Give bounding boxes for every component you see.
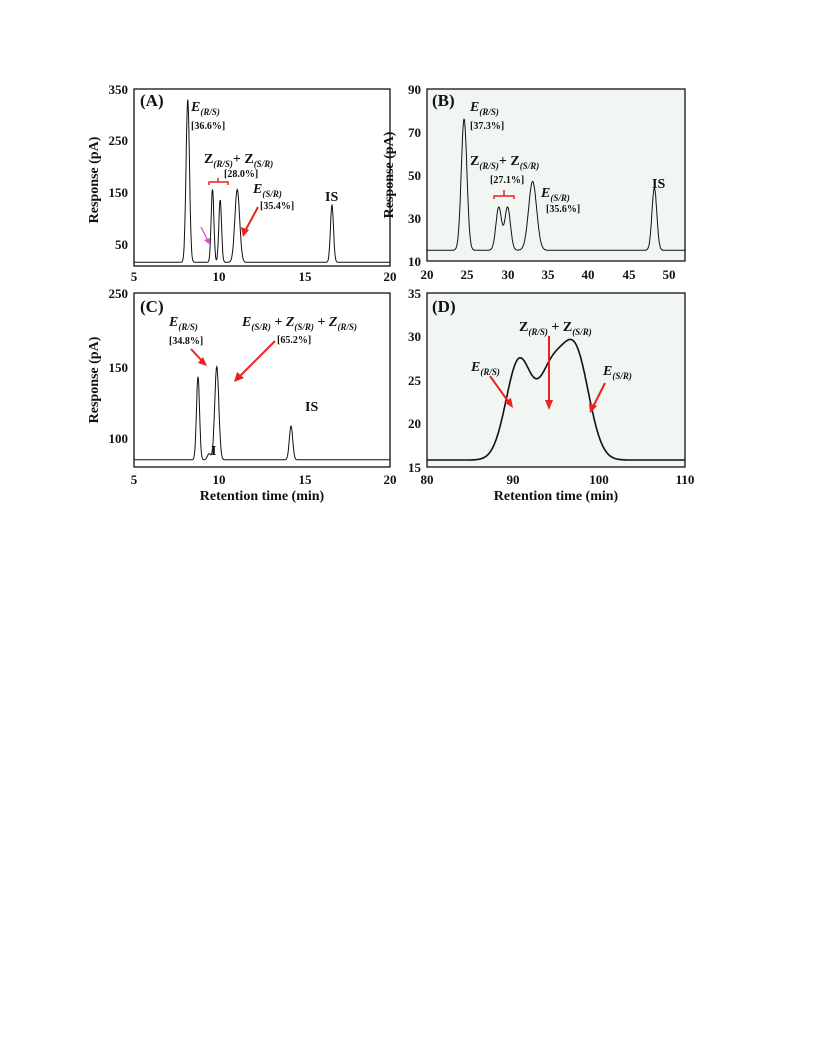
panel-c-arrowhead-e-rs [198, 357, 207, 366]
panel-c-xlabel: Retention time (min) [200, 489, 325, 504]
panel-a-xtick: 15 [299, 269, 313, 284]
panel-a-plot-bg [134, 89, 390, 266]
panel-b-trace [427, 118, 685, 251]
panel-d-xtick: 90 [507, 472, 520, 487]
panel-b-xtick: 30 [502, 267, 515, 282]
panel-d: (D) 35 30 25 20 15 80 90 100 110 Retenti… [408, 286, 694, 504]
panel-d-xlabel: Retention time (min) [494, 489, 619, 504]
panel-a-ytick: 150 [109, 185, 129, 200]
panel-a-ylabel: Response (pA) [87, 136, 102, 223]
panel-b-label: (B) [432, 91, 455, 110]
panel-d-ytick: 25 [408, 373, 422, 388]
panel-c-ann-is: IS [305, 400, 318, 415]
panel-a-arrowhead-e-sr [241, 227, 249, 237]
panel-b-xtick: 35 [542, 267, 556, 282]
panel-a-pct-e-sr: [35.4%] [260, 201, 294, 212]
panel-d-arrow-e-rs [489, 375, 511, 405]
panel-b-ytick: 30 [408, 211, 421, 226]
panel-a-ytick: 250 [109, 133, 129, 148]
panel-d-frame [426, 292, 686, 468]
panel-d-ytick: 30 [408, 329, 421, 344]
panel-b-ylabel: Response (pA) [382, 131, 397, 218]
panel-b-xtick: 25 [461, 267, 475, 282]
panel-b-plot-bg [427, 89, 685, 261]
panel-c-ytick: 100 [109, 431, 129, 446]
panel-b-ann-z: Z(R/S)+ Z(S/R) [470, 154, 539, 171]
panel-c-pct-mix: [65.2%] [277, 335, 311, 346]
panel-a-ann-z: Z(R/S)+ Z(S/R) [204, 152, 273, 169]
panel-b-ann-is: IS [652, 177, 665, 192]
panel-d-plot-bg [427, 293, 685, 467]
panel-b-pct-e-rs: [37.3%] [470, 121, 504, 132]
panel-a: (A) 350 250 150 50 5 10 15 20 Response (… [87, 82, 397, 284]
panel-d-arrowhead-z [545, 400, 553, 410]
panel-c-label: (C) [140, 297, 164, 316]
panel-c-arrow-mix [238, 340, 276, 378]
panel-b-xtick: 45 [623, 267, 637, 282]
panel-d-xtick: 110 [676, 472, 695, 487]
panel-b-bracket [493, 190, 515, 199]
panel-a-xtick: 5 [131, 269, 138, 284]
panel-d-ann-e-rs: E(R/S) [470, 360, 500, 377]
panel-d-arrowhead-e-rs [504, 398, 513, 408]
panel-c: (C) 250 150 100 5 10 15 20 Retention tim… [87, 286, 397, 504]
panel-c-ann-i: I [211, 444, 216, 459]
panel-a-bracket [208, 178, 229, 185]
panel-d-trace [427, 338, 685, 461]
panel-a-xtick: 10 [213, 269, 226, 284]
panel-b-ytick: 50 [408, 168, 421, 183]
panel-b-ann-e-rs: E(R/S) [469, 100, 499, 117]
panel-d-label: (D) [432, 297, 456, 316]
panel-a-xtick: 20 [384, 269, 397, 284]
panel-b-ytick: 10 [408, 254, 421, 269]
panel-d-xtick: 100 [589, 472, 609, 487]
panel-c-xtick: 5 [131, 472, 138, 487]
panel-a-ann-is: IS [325, 190, 338, 205]
panel-b-xtick: 20 [421, 267, 434, 282]
panel-d-ytick: 20 [408, 416, 421, 431]
panel-a-ytick: 350 [109, 82, 129, 97]
panel-d-ytick: 15 [408, 460, 422, 475]
panel-b-xtick: 40 [582, 267, 595, 282]
panel-c-plot-bg [134, 293, 390, 467]
panel-c-ann-e-rs: E(R/S) [168, 315, 198, 332]
panel-a-ann-e-rs: E(R/S) [190, 100, 220, 117]
panel-a-pct-z: [28.0%] [224, 169, 258, 180]
panel-a-arrow-e-sr [243, 206, 259, 234]
panel-b-ytick: 70 [408, 125, 421, 140]
panel-a-pct-e-rs: [36.6%] [191, 121, 225, 132]
panel-b-pct-e-sr: [35.6%] [546, 204, 580, 215]
panel-c-ytick: 250 [109, 286, 129, 301]
panel-b-pct-z: [27.1%] [490, 175, 524, 186]
panel-c-arrowhead-mix [234, 372, 244, 382]
panel-c-xtick: 20 [384, 472, 397, 487]
panel-a-frame [133, 88, 391, 267]
panel-a-ytick: 50 [115, 237, 128, 252]
panel-a-arrow-pink [200, 226, 209, 242]
panel-d-arrow-e-sr [591, 382, 606, 410]
panel-d-ann-e-sr: E(S/R) [602, 364, 632, 381]
panel-c-xtick: 15 [299, 472, 313, 487]
panel-c-pct-e-rs: [34.8%] [169, 336, 203, 347]
panel-c-trace [134, 365, 390, 461]
panel-d-ytick: 35 [408, 286, 422, 301]
panel-d-ann-z: Z(R/S) + Z(S/R) [519, 320, 592, 337]
panel-d-xtick: 80 [421, 472, 434, 487]
panel-a-trace [134, 99, 390, 263]
panel-c-xtick: 10 [213, 472, 226, 487]
panel-b-xtick: 50 [663, 267, 676, 282]
panel-b-ytick: 90 [408, 82, 421, 97]
panel-c-ytick: 150 [109, 360, 129, 375]
panel-a-ann-e-sr: E(S/R) [252, 182, 282, 199]
panel-c-frame [133, 292, 391, 468]
panel-b-ann-e-sr: E(S/R) [540, 186, 570, 203]
panel-a-label: (A) [140, 91, 164, 110]
panel-d-arrowhead-e-sr [589, 403, 597, 413]
panel-c-ylabel: Response (pA) [87, 336, 102, 423]
panel-a-arrowhead-pink [204, 238, 210, 245]
panel-b-frame [426, 88, 686, 262]
panel-b: (B) 90 70 50 30 10 20 25 30 35 40 45 50 … [382, 82, 686, 282]
panel-c-ann-mix: E(S/R) + Z(S/R) + Z(R/S) [241, 315, 357, 332]
